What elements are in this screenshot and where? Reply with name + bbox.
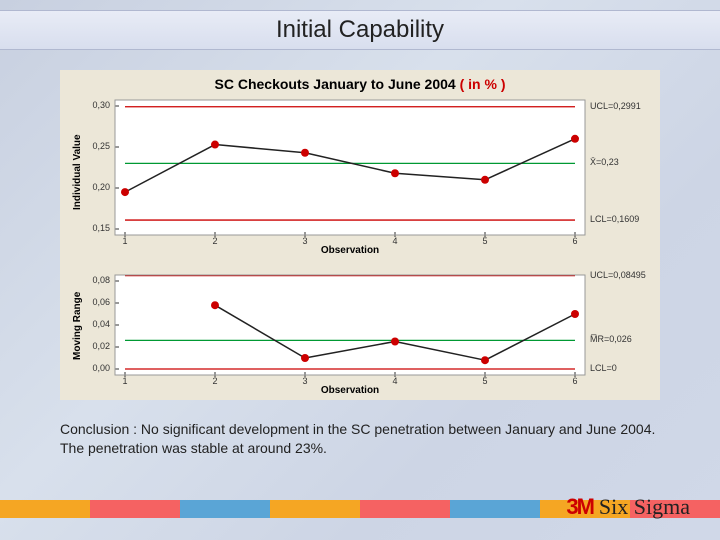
footer: 3M Six Sigma [566,494,690,520]
ref-line-label: UCL=0,2991 [590,101,641,111]
ytick-label: 0,20 [80,182,110,192]
chart-title-suffix: ( in % ) [460,76,506,92]
xtick-label: 2 [205,376,225,386]
ref-line-label: M̅R=0,026 [590,334,632,344]
xtick-label: 5 [475,236,495,246]
ref-line-label: LCL=0,1609 [590,214,639,224]
ytick-label: 0,15 [80,223,110,233]
xtick-label: 4 [385,236,405,246]
slide-title: Initial Capability [276,16,444,44]
panel-individual [115,100,585,235]
ytick-label: 0,08 [80,275,110,285]
panel1-svg [115,100,585,235]
ref-line-label: UCL=0,08495 [590,270,646,280]
xtick-label: 3 [295,376,315,386]
ytick-label: 0,02 [80,341,110,351]
xtick-label: 6 [565,376,585,386]
ytick-label: 0,00 [80,363,110,373]
xtick-label: 2 [205,236,225,246]
xtick-label: 6 [565,236,585,246]
panel2-xlabel: Observation [115,385,585,396]
title-bar: Initial Capability [0,10,720,50]
chart-title: SC Checkouts January to June 2004 ( in %… [60,70,660,92]
footer-sixsigma: Six Sigma [599,494,690,520]
ytick-label: 0,25 [80,141,110,151]
chart-container: SC Checkouts January to June 2004 ( in %… [60,70,660,400]
ytick-label: 0,30 [80,100,110,110]
xtick-label: 3 [295,236,315,246]
panel-moving-range [115,275,585,375]
xtick-label: 4 [385,376,405,386]
ref-line-label: X̄=0,23 [590,157,619,167]
conclusion-text: Conclusion : No significant development … [60,420,660,458]
panel1-xlabel: Observation [115,245,585,256]
ytick-label: 0,06 [80,297,110,307]
logo-3m: 3M [566,494,593,520]
xtick-label: 5 [475,376,495,386]
xtick-label: 1 [115,236,135,246]
chart-title-main: SC Checkouts January to June 2004 [215,76,456,92]
panel2-svg [115,275,585,375]
ytick-label: 0,04 [80,319,110,329]
ref-line-label: LCL=0 [590,363,617,373]
xtick-label: 1 [115,376,135,386]
